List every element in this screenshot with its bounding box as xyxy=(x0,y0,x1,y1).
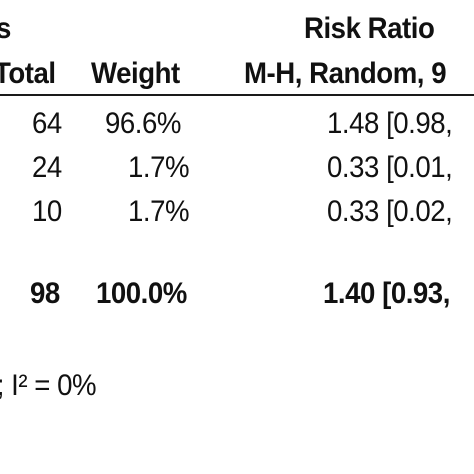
row-risk-ratio-ci: 0.33 [0.02, xyxy=(327,195,453,228)
row-total: 24 xyxy=(32,151,62,184)
heterogeneity-text: ); I² = 0% xyxy=(0,369,97,402)
row-risk-ratio-ci: 1.48 [0.98, xyxy=(327,107,453,140)
weight-column-header: Weight xyxy=(91,57,180,90)
row-weight: 1.7% xyxy=(128,195,190,228)
row-risk-ratio-ci: 0.33 [0.01, xyxy=(327,151,453,184)
risk-ratio-title: Risk Ratio xyxy=(304,12,435,45)
summary-weight: 100.0% xyxy=(96,277,187,310)
row-total: 10 xyxy=(32,195,62,228)
summary-total: 98 xyxy=(30,277,60,310)
row-weight: 1.7% xyxy=(128,151,190,184)
group-header-fragment: s xyxy=(0,14,11,44)
header-divider xyxy=(0,94,474,96)
row-weight: 96.6% xyxy=(105,107,181,140)
summary-risk-ratio-ci: 1.40 [0.93, xyxy=(323,277,450,310)
total-column-header: Total xyxy=(0,57,56,90)
method-column-header: M-H, Random, 9 xyxy=(244,57,447,90)
row-total: 64 xyxy=(32,107,62,140)
